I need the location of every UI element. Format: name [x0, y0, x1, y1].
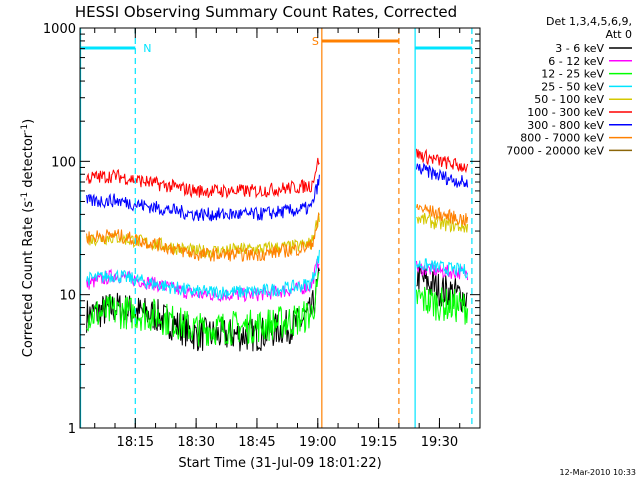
chart-title: HESSI Observing Summary Count Rates, Cor…: [75, 3, 457, 21]
flag-label-N: N: [143, 42, 151, 55]
y-axis-label: Corrected Count Rate (s-1 detector-1): [20, 119, 36, 357]
y-axis-label-mid: detector: [21, 132, 36, 192]
y-tick-label-0: 1: [68, 422, 76, 437]
series-line-2-segment-1: [416, 286, 469, 325]
series-line-6-segment-1: [416, 162, 469, 188]
x-tick-label-0: 18:15: [117, 435, 154, 450]
legend-label-8: 7000 - 20000 keV: [506, 144, 604, 157]
x-tick-label-3: 19:00: [299, 435, 336, 450]
legend-label-2: 12 - 25 keV: [541, 68, 604, 81]
series-line-3-segment-1: [416, 258, 469, 279]
series-line-7-segment-1: [416, 203, 469, 226]
legend-header-line2: Att 0: [606, 28, 632, 41]
flag-label-S: S: [312, 35, 319, 48]
plot-frame: [79, 27, 481, 429]
legend-label-4: 50 - 100 keV: [534, 93, 604, 106]
legend-label-0: 3 - 6 keV: [555, 42, 604, 55]
x-tick-label-5: 19:30: [421, 435, 458, 450]
y-axis-label-main: Corrected Count Rate (s: [21, 201, 36, 358]
x-tick-label-1: 18:30: [177, 435, 214, 450]
series-line-2-segment-0: [86, 272, 320, 347]
timestamp: 12-Mar-2010 10:33: [560, 468, 637, 477]
y-tick-label-1: 10: [59, 289, 76, 304]
y-tick-label-2: 100: [51, 155, 76, 170]
y-axis-label-end: ): [21, 119, 36, 124]
series-line-7-segment-0: [86, 212, 320, 262]
y-tick-label-3: 1000: [43, 22, 76, 37]
legend-label-5: 100 - 300 keV: [527, 106, 604, 119]
x-tick-label-4: 19:15: [360, 435, 397, 450]
y-axis-label-sup1: -1: [20, 192, 30, 201]
series-line-5-segment-0: [86, 157, 320, 200]
x-axis-label: Start Time (31-Jul-09 18:01:22): [178, 456, 381, 471]
legend-header-line1: Det 1,3,4,5,6,9,: [546, 15, 632, 28]
legend-label-1: 6 - 12 keV: [548, 55, 604, 68]
series-line-3-segment-0: [86, 249, 320, 301]
legend-label-3: 25 - 50 keV: [541, 80, 604, 93]
series-line-5-segment-1: [416, 148, 469, 174]
legend-label-6: 300 - 800 keV: [527, 119, 604, 132]
series-line-6-segment-0: [86, 174, 320, 222]
x-tick-label-2: 18:45: [238, 435, 275, 450]
legend-label-7: 800 - 7000 keV: [520, 132, 604, 145]
y-axis-label-sup2: -1: [20, 124, 30, 133]
plot-area: N S 1 10 100 1000 18:15 18:30 18:45 19:00 19:15 19:…: [43, 22, 481, 450]
